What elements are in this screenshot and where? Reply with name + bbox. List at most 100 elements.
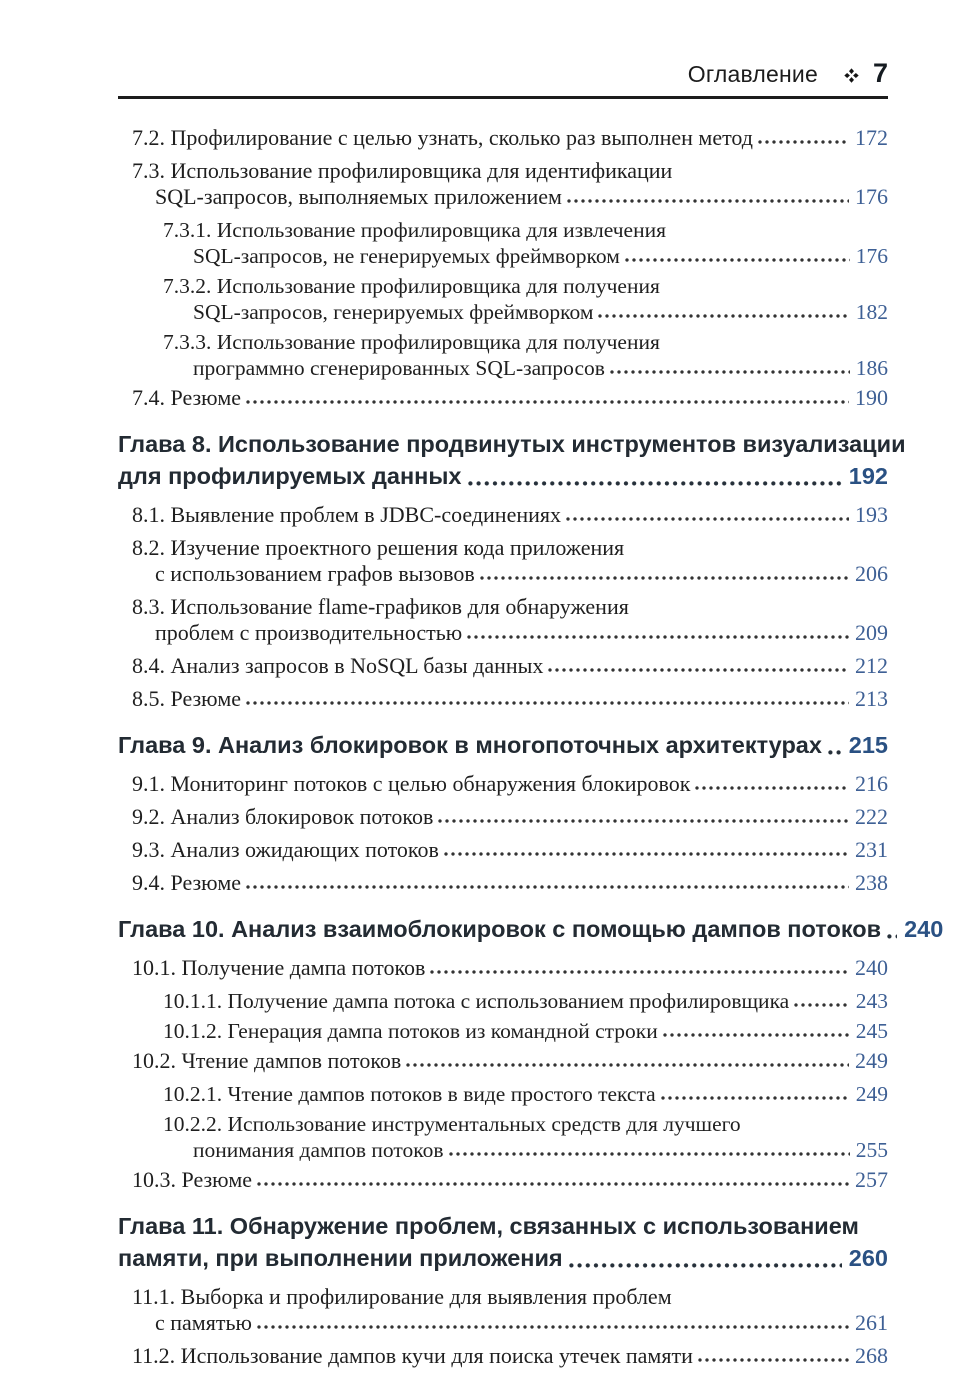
toc-line: для профилируемых данных 192 [118,460,888,492]
toc-entry: 11.1. Выборка и профилирование для выявл… [118,1284,888,1336]
toc-entry: 8.1. Выявление проблем в JDBC-соединения… [118,502,888,528]
toc-entry: 9.3. Анализ ожидающих потоков 231 [118,837,888,863]
page-number: 245 [855,1019,888,1043]
toc-text: 7.2. Профилирование с целью узнать, скол… [132,125,753,150]
page-number: 172 [855,125,888,150]
toc-line: 7.3. Использование профилировщика для ид… [132,158,888,184]
dot-leader [406,1063,849,1067]
toc-entry: 7.3. Использование профилировщика для ид… [118,158,888,210]
toc-entry: 9.1. Мониторинг потоков с целью обнаруже… [118,771,888,797]
toc-subentry: 10.2.2. Использование инструментальных с… [118,1111,888,1163]
toc-line: программно сгенерированных SQL-запросов 1… [193,355,888,381]
toc-chapter-heading: Глава 9. Анализ блокировок в многопоточн… [118,729,888,761]
page-number: 240 [904,916,944,942]
toc-text: 7.3. Использование профилировщика для ид… [132,158,673,183]
dot-leader [246,701,849,705]
page-number: 268 [855,1343,888,1368]
page-number: 249 [855,1048,888,1073]
dot-leader [467,635,849,639]
toc-line: 11.2. Использование дампов кучи для поис… [132,1343,888,1369]
dot-leader [548,668,849,672]
header-rule [118,96,888,99]
dot-leader [467,481,842,486]
toc-line: 11.1. Выборка и профилирование для выявл… [132,1284,888,1310]
toc-line: понимания дампов потоков 255 [193,1137,888,1163]
page-number: 255 [855,1138,888,1162]
dot-leader [695,786,849,790]
toc-line: Глава 10. Анализ взаимоблокировок с помо… [118,913,943,945]
toc-line: с памятью 261 [155,1310,888,1336]
dot-leader [660,1096,850,1100]
toc-line: 8.3. Использование flame-графиков для об… [132,594,888,620]
page-number: 182 [855,300,888,324]
toc-entry: 9.2. Анализ блокировок потоков 222 [118,804,888,830]
toc-line: 10.1. Получение дампа потоков 240 [132,955,888,981]
toc-entry: 8.4. Анализ запросов в NoSQL базы данных… [118,653,888,679]
dot-leader [758,140,849,144]
toc-line: памяти, при выполнении приложения 260 [118,1242,888,1274]
dot-leader [256,1325,849,1329]
toc-text: 10.1.2. Генерация дампа потоков из коман… [163,1019,658,1043]
toc-subentry: 10.1.2. Генерация дампа потоков из коман… [118,1018,888,1044]
toc-line: 8.1. Выявление проблем в JDBC-соединения… [132,502,888,528]
toc-chapter-heading: Глава 8. Использование продвинутых инстр… [118,428,906,492]
toc-line: Глава 8. Использование продвинутых инстр… [118,428,906,460]
dot-leader [246,885,849,889]
page-number: 257 [855,1167,888,1192]
toc-text: 9.3. Анализ ожидающих потоков [132,837,439,862]
toc-text: 8.3. Использование flame-графиков для об… [132,594,629,619]
page-number: 176 [855,184,888,209]
dot-leader [448,1152,850,1156]
toc-entry: 7.2. Профилирование с целью узнать, скол… [118,125,888,151]
toc-line: 7.3.3. Использование профилировщика для … [163,329,888,355]
toc-text: проблем с производительностью [155,620,463,645]
toc-line: Глава 11. Обнаружение проблем, связанных… [118,1210,888,1242]
dot-leader [624,258,850,262]
toc-text: с памятью [155,1310,252,1335]
toc-text: программно сгенерированных SQL-запросов [193,356,605,380]
toc-text: 9.2. Анализ блокировок потоков [132,804,434,829]
four-diamond-icon [844,68,859,88]
dot-leader [598,314,850,318]
toc-text: 8.4. Анализ запросов в NoSQL базы данных [132,653,544,678]
dot-leader [662,1033,850,1037]
toc-text: 11.1. Выборка и профилирование для выявл… [132,1284,672,1309]
toc-entry: 10.3. Резюме 257 [118,1167,888,1193]
page-number: 212 [855,653,888,678]
dot-leader [827,750,842,755]
toc-text: понимания дампов потоков [193,1138,444,1162]
page-number: 186 [855,356,888,380]
toc-text: 10.3. Резюме [132,1167,253,1192]
toc-entry: 7.4. Резюме 190 [118,385,888,411]
toc-text: 10.1. Получение дампа потоков [132,955,426,980]
page-number: 231 [855,837,888,862]
toc-line: проблем с производительностью 209 [155,620,888,646]
toc-line: 8.2. Изучение проектного решения кода пр… [132,535,888,561]
dot-leader [568,1263,842,1268]
toc-line: SQL-запросов, не генерируемых фреймворко… [193,243,888,269]
toc-entry: 11.2. Использование дампов кучи для поис… [118,1343,888,1369]
toc-text: 7.3.3. Использование профилировщика для … [163,330,660,354]
page-number: 176 [855,244,888,268]
toc-line: 7.4. Резюме 190 [132,385,888,411]
page-number: 215 [848,732,888,758]
page-number: 261 [855,1310,888,1335]
toc-line: 7.3.1. Использование профилировщика для … [163,217,888,243]
dot-leader [566,199,849,203]
toc-entry: 8.5. Резюме 213 [118,686,888,712]
toc-text: 7.3.2. Использование профилировщика для … [163,274,660,298]
toc-line: 10.3. Резюме 257 [132,1167,888,1193]
dot-leader [257,1182,849,1186]
toc-line: 8.5. Резюме 213 [132,686,888,712]
toc-text: Глава 8. Использование продвинутых инстр… [118,431,906,457]
page-header: Оглавление 7 [118,58,888,89]
toc-subentry: 10.1.1. Получение дампа потока с использ… [118,988,888,1014]
toc-line: с использованием графов вызовов 206 [155,561,888,587]
toc-line: 7.2. Профилирование с целью узнать, скол… [132,125,888,151]
toc-text: 7.4. Резюме [132,385,242,410]
toc-text: 9.4. Резюме [132,870,242,895]
toc-entry: 10.2. Чтение дампов потоков 249 [118,1048,888,1074]
dot-leader [697,1358,849,1362]
toc-text: Глава 10. Анализ взаимоблокировок с помо… [118,916,882,942]
